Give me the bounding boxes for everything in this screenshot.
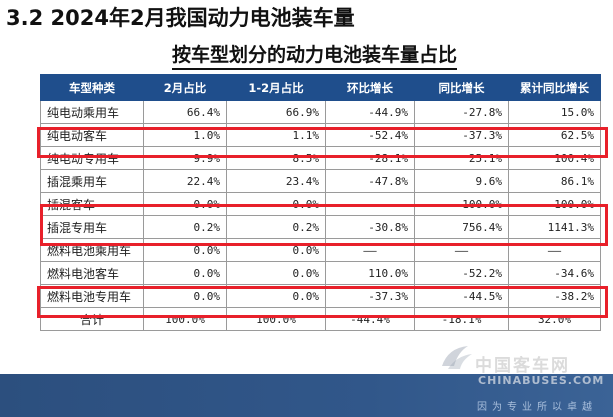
column-header: 同比增长 (414, 74, 509, 101)
column-header: 2月占比 (143, 74, 227, 101)
vehicle-type-cell: 燃料电池专用车 (40, 284, 144, 308)
vehicle-type-cell: 插混乘用车 (40, 169, 144, 193)
yoy-growth-cell: —— (414, 238, 509, 262)
table-row-total: 合计 100.0% 100.0% -44.4% -18.1% 32.0% (40, 307, 601, 331)
cumulative-yoy-cell: 86.1% (508, 169, 601, 193)
vehicle-type-cell: 插混专用车 (40, 215, 144, 239)
yoy-growth-cell: -27.8% (414, 100, 509, 124)
yoy-growth-cell: -18.1% (414, 307, 509, 331)
yoy-growth-cell: -52.2% (414, 261, 509, 285)
vehicle-type-cell: 纯电动专用车 (40, 146, 144, 170)
table-header-row: 车型种类 2月占比 1-2月占比 环比增长 同比增长 累计同比增长 (40, 74, 601, 101)
jan-feb-share-cell: 0.0% (226, 238, 326, 262)
section-title: 3.2 2024年2月我国动力电池装车量 (6, 6, 355, 30)
total-label-cell: 合计 (40, 307, 144, 331)
table-row-highlighted: 插混客车 0.0% 0.0% —— -100.0% -100.0% (40, 192, 601, 216)
jan-feb-share-cell: 0.0% (226, 284, 326, 308)
table-row: 纯电动专用车 9.9% 8.5% -28.1% 25.1% 100.4% (40, 146, 601, 170)
mom-growth-cell: 110.0% (325, 261, 415, 285)
table-row: 插混专用车 0.2% 0.2% -30.8% 756.4% 1141.3% (40, 215, 601, 239)
table-row: 插混乘用车 22.4% 23.4% -47.8% 9.6% 86.1% (40, 169, 601, 193)
cumulative-yoy-cell: 1141.3% (508, 215, 601, 239)
mom-growth-cell: -30.8% (325, 215, 415, 239)
yoy-growth-cell: -44.5% (414, 284, 509, 308)
table-row-highlighted: 燃料电池客车 0.0% 0.0% 110.0% -52.2% -34.6% (40, 261, 601, 285)
mom-growth-cell: —— (325, 192, 415, 216)
feb-share-cell: 0.0% (143, 192, 227, 216)
vehicle-type-cell: 燃料电池乘用车 (40, 238, 144, 262)
yoy-growth-cell: 9.6% (414, 169, 509, 193)
vehicle-type-cell: 纯电动乘用车 (40, 100, 144, 124)
vehicle-type-cell: 纯电动客车 (40, 123, 144, 147)
table-row: 燃料电池专用车 0.0% 0.0% -37.3% -44.5% -38.2% (40, 284, 601, 308)
yoy-growth-cell: -37.3% (414, 123, 509, 147)
cumulative-yoy-cell: -38.2% (508, 284, 601, 308)
feb-share-cell: 0.0% (143, 238, 227, 262)
mom-growth-cell: -44.9% (325, 100, 415, 124)
jan-feb-share-cell: 8.5% (226, 146, 326, 170)
mom-growth-cell: —— (325, 238, 415, 262)
footer-slogan: 因为专业所以卓越 (477, 402, 597, 413)
mom-growth-cell: -52.4% (325, 123, 415, 147)
feb-share-cell: 66.4% (143, 100, 227, 124)
cumulative-yoy-cell: 15.0% (508, 100, 601, 124)
jan-feb-share-cell: 23.4% (226, 169, 326, 193)
table-row-highlighted: 纯电动客车 1.0% 1.1% -52.4% -37.3% 62.5% (40, 123, 601, 147)
table-title: 按车型划分的动力电池装车量占比 (172, 43, 458, 70)
column-header: 累计同比增长 (508, 74, 601, 101)
jan-feb-share-cell: 0.2% (226, 215, 326, 239)
feb-share-cell: 0.2% (143, 215, 227, 239)
yoy-growth-cell: 25.1% (414, 146, 509, 170)
chinabuses-logo-icon (442, 346, 472, 369)
feb-share-cell: 0.0% (143, 261, 227, 285)
feb-share-cell: 1.0% (143, 123, 227, 147)
cumulative-yoy-cell: 62.5% (508, 123, 601, 147)
watermark-url: CHINABUSES.COM (478, 374, 605, 387)
jan-feb-share-cell: 0.0% (226, 261, 326, 285)
column-header: 车型种类 (40, 74, 144, 101)
jan-feb-share-cell: 0.0% (226, 192, 326, 216)
column-header: 1-2月占比 (226, 74, 326, 101)
cumulative-yoy-cell: -100.0% (508, 192, 601, 216)
mom-growth-cell: -47.8% (325, 169, 415, 193)
vehicle-type-cell: 燃料电池客车 (40, 261, 144, 285)
feb-share-cell: 100.0% (143, 307, 227, 331)
yoy-growth-cell: -100.0% (414, 192, 509, 216)
feb-share-cell: 9.9% (143, 146, 227, 170)
column-header: 环比增长 (325, 74, 415, 101)
cumulative-yoy-cell: —— (508, 238, 601, 262)
jan-feb-share-cell: 66.9% (226, 100, 326, 124)
mom-growth-cell: -28.1% (325, 146, 415, 170)
table-row: 燃料电池乘用车 0.0% 0.0% —— —— —— (40, 238, 601, 262)
cumulative-yoy-cell: 32.0% (508, 307, 601, 331)
mom-growth-cell: -44.4% (325, 307, 415, 331)
cumulative-yoy-cell: -34.6% (508, 261, 601, 285)
watermark-brand: 中国客车网 (475, 356, 570, 376)
footer-bar (0, 374, 613, 417)
vehicle-type-cell: 插混客车 (40, 192, 144, 216)
battery-share-table: 车型种类 2月占比 1-2月占比 环比增长 同比增长 累计同比增长 纯电动乘用车… (40, 74, 601, 331)
jan-feb-share-cell: 100.0% (226, 307, 326, 331)
table-row: 纯电动乘用车 66.4% 66.9% -44.9% -27.8% 15.0% (40, 100, 601, 124)
mom-growth-cell: -37.3% (325, 284, 415, 308)
feb-share-cell: 22.4% (143, 169, 227, 193)
feb-share-cell: 0.0% (143, 284, 227, 308)
jan-feb-share-cell: 1.1% (226, 123, 326, 147)
yoy-growth-cell: 756.4% (414, 215, 509, 239)
cumulative-yoy-cell: 100.4% (508, 146, 601, 170)
